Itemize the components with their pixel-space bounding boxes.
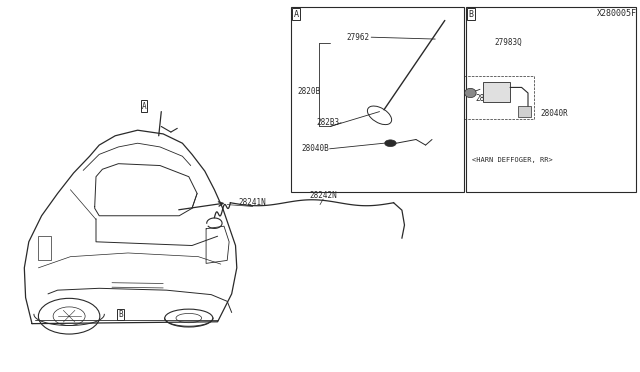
Ellipse shape <box>465 89 476 97</box>
Text: <HARN DEFFOGER, RR>: <HARN DEFFOGER, RR> <box>472 157 552 163</box>
Circle shape <box>385 140 396 147</box>
Text: 282B3: 282B3 <box>317 118 340 127</box>
Bar <box>291 7 464 192</box>
Text: B: B <box>468 10 474 19</box>
Bar <box>518 106 531 117</box>
Text: 28040D: 28040D <box>476 94 503 103</box>
Bar <box>483 82 510 102</box>
Bar <box>466 7 636 192</box>
Text: 28241N: 28241N <box>239 198 267 207</box>
Text: 27983Q: 27983Q <box>495 38 523 47</box>
Bar <box>38 236 51 260</box>
Text: B: B <box>118 310 123 319</box>
Text: 28242N: 28242N <box>309 191 337 200</box>
Text: 27962: 27962 <box>347 33 370 42</box>
Text: 2820B: 2820B <box>298 87 321 96</box>
Text: 28040B: 28040B <box>301 144 329 153</box>
Text: X280005F: X280005F <box>596 9 637 17</box>
Text: A: A <box>294 10 299 19</box>
Bar <box>464 76 534 119</box>
Text: A: A <box>141 102 147 110</box>
Text: 28040R: 28040R <box>541 109 568 118</box>
